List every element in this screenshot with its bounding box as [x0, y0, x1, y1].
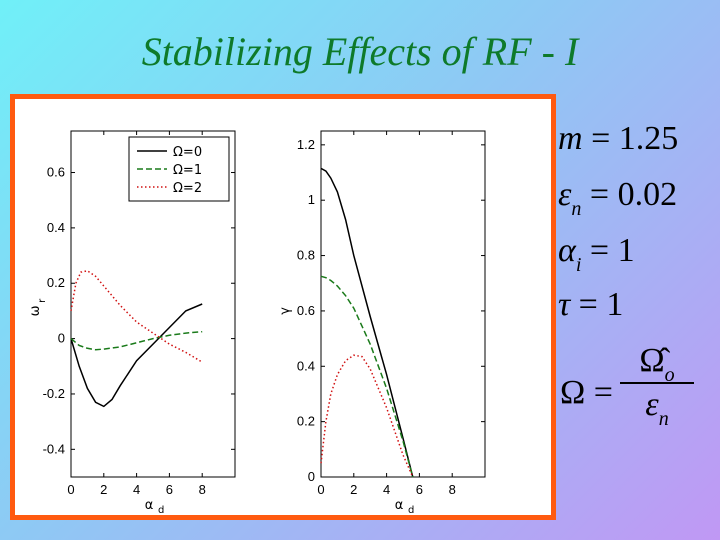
y-tick-label: 0	[308, 469, 315, 484]
legend-entry: Ω=0	[173, 145, 202, 160]
y-axis-label: ω	[28, 305, 43, 316]
y-tick-label: 0.4	[297, 358, 315, 373]
x-tick-label: 8	[199, 482, 206, 497]
x-tick-label: 0	[67, 482, 74, 497]
y-tick-label: 0.6	[297, 303, 315, 318]
y-tick-label: 0.2	[47, 275, 65, 290]
x-axis-label: α	[395, 498, 404, 513]
x-tick-label: 6	[166, 482, 173, 497]
x-tick-label: 4	[133, 482, 140, 497]
legend-entry: Ω=2	[173, 181, 202, 196]
series-line-1	[320, 167, 414, 478]
y-tick-label: 1.2	[297, 137, 315, 152]
plot-2-axes-box	[320, 130, 486, 478]
x-axis-label-sub: d	[158, 505, 164, 515]
series-line-3	[320, 354, 414, 478]
equation-omega: Ω = Ω̂o εn	[558, 342, 718, 442]
x-tick-label: 2	[100, 482, 107, 497]
x-axis-label: α	[145, 498, 154, 513]
series-line-1	[70, 303, 203, 408]
equation-alpha-i: αi = 1	[558, 232, 635, 276]
x-tick-label: 6	[416, 482, 423, 497]
x-tick-label: 2	[350, 482, 357, 497]
y-tick-label: -0.2	[43, 386, 65, 401]
y-tick-label: 0	[58, 331, 65, 346]
x-tick-label: 8	[449, 482, 456, 497]
plot-frame: 0 2 4 6 8 -0.4 -0.2 0 0.2 0.4 0.6 α d ω r Ω=0 Ω=1 Ω=2 0 2 4 6…	[10, 94, 556, 520]
y-axis-label: γ	[278, 307, 293, 315]
series-line-3	[70, 270, 203, 363]
equation-eps-n: εn = 0.02	[558, 176, 678, 220]
plot-1-axes-box	[70, 130, 236, 478]
y-tick-label: -0.4	[43, 441, 65, 456]
legend-entry: Ω=1	[173, 163, 202, 178]
equation-tau: τ = 1	[558, 286, 624, 323]
omega-fraction: Ω̂o εn	[620, 342, 694, 430]
y-axis-label-sub: r	[37, 298, 48, 303]
y-tick-label: 1	[308, 192, 315, 207]
x-axis-label-sub: d	[408, 505, 414, 515]
y-tick-label: 0.6	[47, 165, 65, 180]
series-line-2	[320, 275, 414, 478]
series-line-2	[70, 330, 203, 351]
equation-m: m = 1.25	[558, 120, 679, 157]
slide-title: Stabilizing Effects of RF - I	[141, 29, 579, 74]
y-tick-label: 0.2	[297, 414, 315, 429]
x-tick-label: 4	[383, 482, 390, 497]
y-tick-label: 0.8	[297, 248, 315, 263]
legend-box	[128, 136, 230, 202]
y-tick-label: 0.4	[47, 220, 65, 235]
x-tick-label: 0	[317, 482, 324, 497]
